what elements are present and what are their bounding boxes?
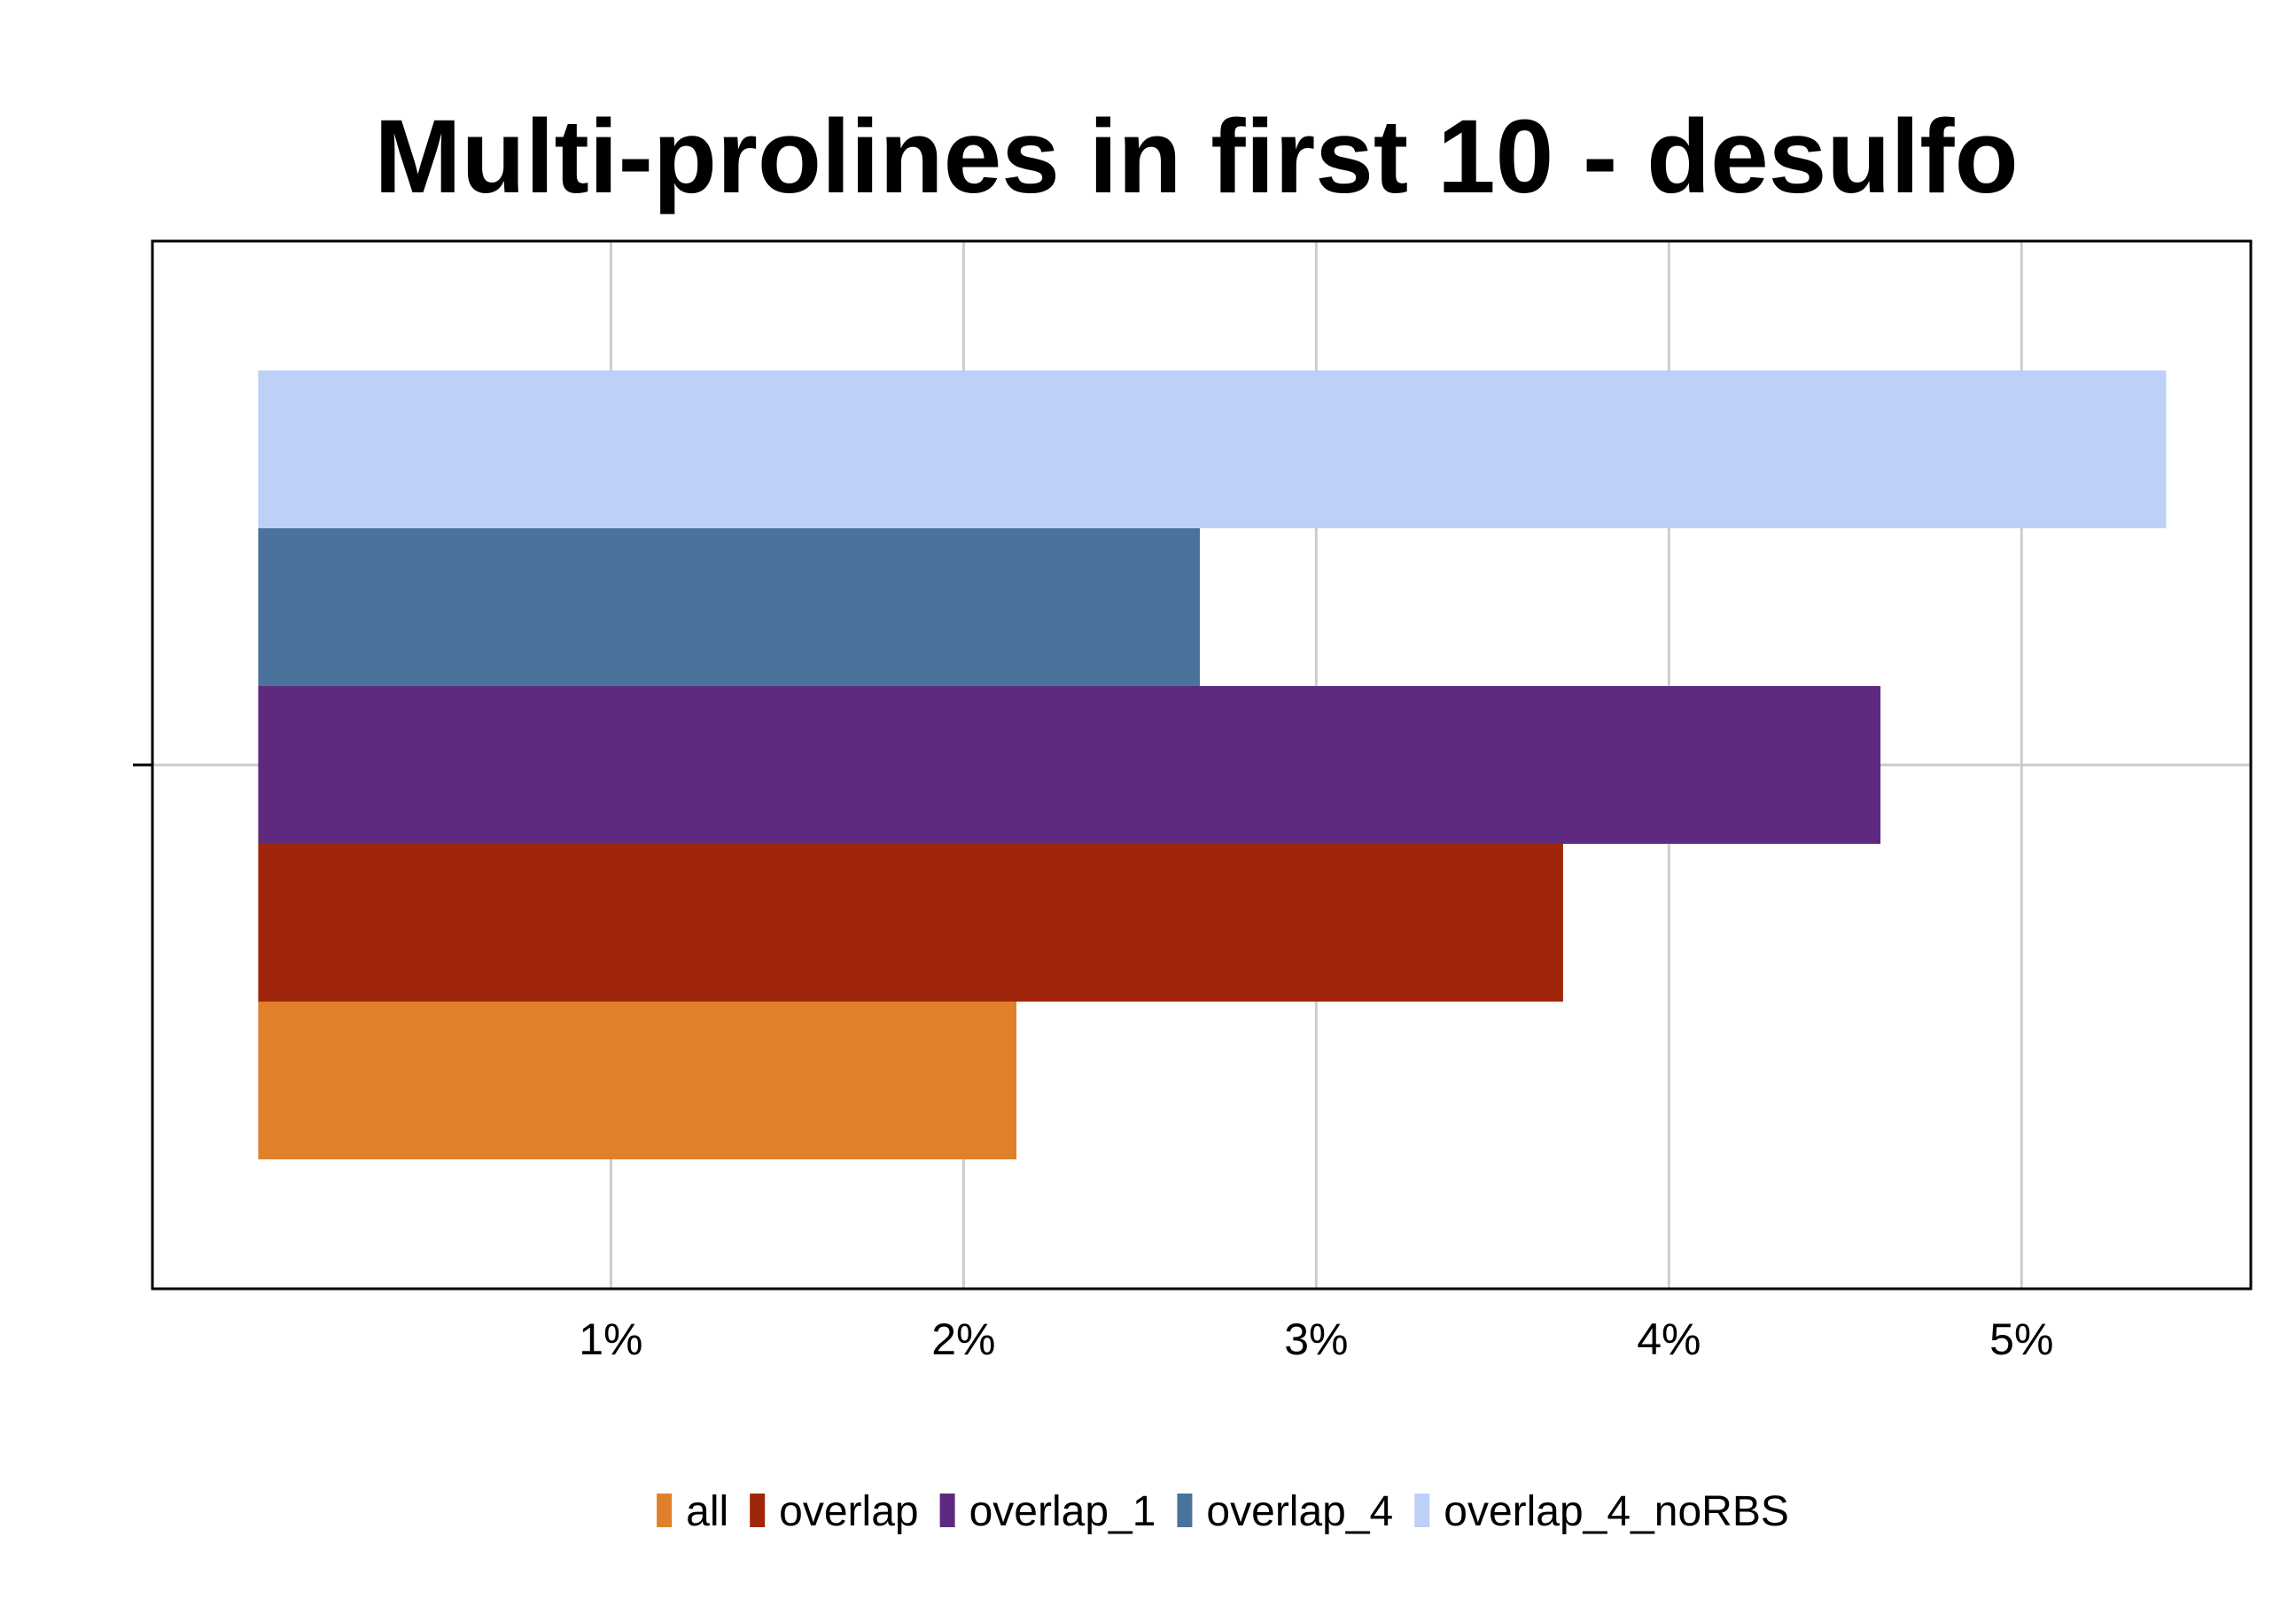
- legend: all overlap overlap_1 overlap_4 overlap_4_no…: [657, 1488, 1789, 1535]
- x-tick-label-5: 5%: [1989, 1314, 2053, 1364]
- legend-label-overlap-4-noRBS: overlap_4_noRBS: [1444, 1488, 1789, 1535]
- bars: [258, 370, 2167, 1159]
- chart-title: Multi-prolines in first 10 - desulfo: [374, 98, 2019, 215]
- legend-swatch-overlap-4: [1177, 1494, 1193, 1527]
- bar-all: [258, 1002, 1017, 1159]
- legend-swatch-overlap: [750, 1494, 766, 1527]
- legend-label-all: all: [686, 1488, 728, 1535]
- bar-overlap-4: [258, 528, 1201, 686]
- x-axis-ticks: 1% 2% 3% 4% 5%: [579, 1314, 2053, 1364]
- legend-label-overlap: overlap: [779, 1488, 918, 1535]
- legend-swatch-overlap-1: [939, 1494, 955, 1527]
- bar-overlap-4-noRBS: [258, 370, 2167, 528]
- x-tick-label-4: 4%: [1637, 1314, 1701, 1364]
- legend-swatch-overlap-4-noRBS: [1414, 1494, 1430, 1527]
- bar-overlap: [258, 844, 1563, 1002]
- legend-label-overlap-4: overlap_4: [1206, 1488, 1393, 1535]
- x-tick-label-2: 2%: [931, 1314, 995, 1364]
- bar-overlap-1: [258, 686, 1881, 844]
- x-tick-label-1: 1%: [579, 1314, 642, 1364]
- legend-label-overlap-1: overlap_1: [969, 1488, 1156, 1535]
- x-tick-label-3: 3%: [1284, 1314, 1348, 1364]
- legend-swatch-all: [657, 1494, 673, 1527]
